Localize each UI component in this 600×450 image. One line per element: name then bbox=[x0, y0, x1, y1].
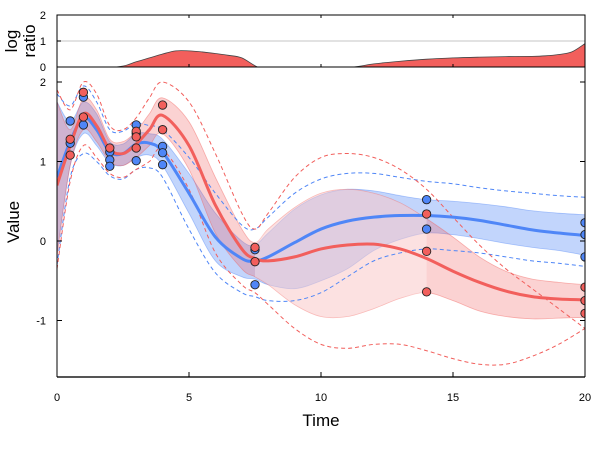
red-data-point bbox=[65, 150, 75, 160]
blue-data-point bbox=[105, 161, 115, 171]
y-axis-title: Value bbox=[4, 201, 23, 243]
red-data-point bbox=[421, 209, 432, 219]
blue-dashed-lower-line bbox=[57, 152, 585, 302]
xtick-label: 15 bbox=[447, 392, 459, 404]
red-data-point bbox=[421, 246, 432, 256]
ytick-label: 2 bbox=[40, 77, 46, 89]
red-data-point bbox=[250, 257, 260, 267]
xtick-label: 0 bbox=[54, 392, 60, 404]
top-ylabel-line1: log bbox=[2, 30, 21, 53]
top-ytick-label: 1 bbox=[40, 36, 46, 48]
top-ytick-label: 2 bbox=[40, 10, 46, 22]
red-data-point bbox=[65, 134, 75, 144]
blue-data-point bbox=[78, 120, 89, 130]
blue-data-point bbox=[421, 195, 432, 205]
blue-dashed-upper-line bbox=[57, 85, 585, 231]
log-ratio-panel: 0 1 2 log ratio bbox=[2, 10, 586, 74]
red-data-point bbox=[131, 143, 141, 153]
xtick-label: 10 bbox=[315, 392, 327, 404]
red-data-point bbox=[250, 242, 260, 253]
main-panel: -1 0 1 2 0 5 10 15 20 Time Value bbox=[4, 67, 591, 430]
red-data-point bbox=[157, 100, 168, 110]
red-data-point bbox=[157, 125, 168, 135]
blue-data-point bbox=[421, 224, 432, 234]
ytick-label: 1 bbox=[40, 157, 46, 169]
top-ytick-label: 0 bbox=[40, 62, 46, 74]
xtick-label: 5 bbox=[186, 392, 192, 404]
blue-data-point bbox=[157, 148, 168, 158]
red-band-fade bbox=[255, 189, 427, 318]
ytick-label: -1 bbox=[36, 316, 46, 328]
x-axis-title: Time bbox=[302, 411, 339, 430]
blue-data-point bbox=[131, 156, 141, 166]
red-data-point bbox=[78, 87, 89, 97]
red-data-point bbox=[78, 112, 89, 122]
blue-data-point bbox=[250, 280, 260, 290]
blue-data-point bbox=[65, 116, 75, 126]
top-ylabel-line2: ratio bbox=[20, 24, 39, 57]
red-data-point bbox=[105, 143, 115, 153]
ytick-label: 0 bbox=[40, 236, 46, 248]
log-ratio-area bbox=[57, 43, 585, 67]
blue-data-point bbox=[157, 160, 168, 170]
red-data-point bbox=[421, 287, 432, 297]
red-data-point bbox=[131, 132, 141, 142]
xtick-label: 20 bbox=[579, 392, 591, 404]
red-dashed-upper-line bbox=[57, 80, 585, 329]
